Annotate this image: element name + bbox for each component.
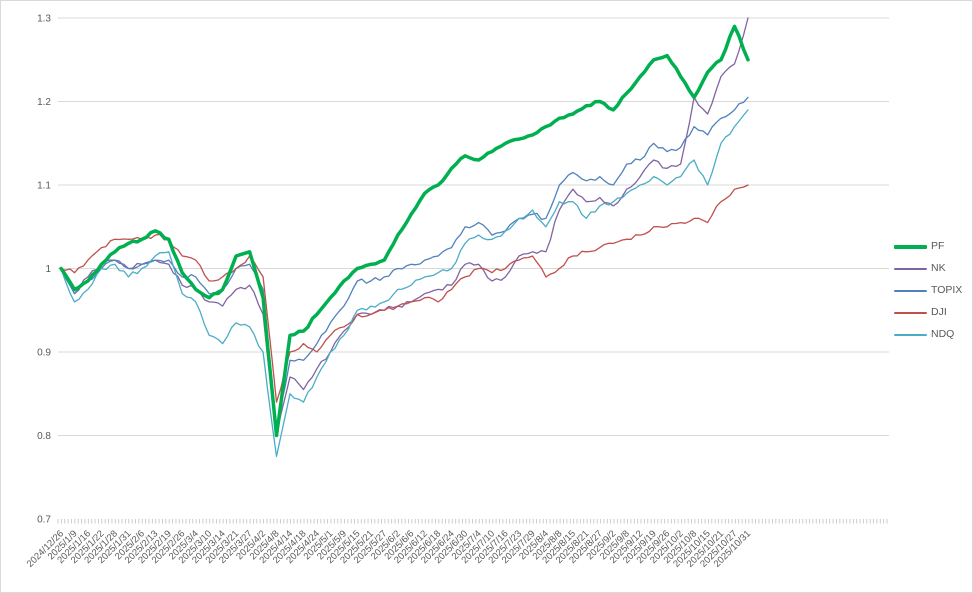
legend-label-dji: DJI — [931, 306, 947, 318]
series-line-topix — [60, 96, 749, 428]
y-axis-label-1.2: 1.2 — [37, 97, 51, 108]
legend-label-pf: PF — [931, 240, 945, 252]
legend-item-ndq[interactable]: NDQ — [894, 328, 962, 341]
y-axis-label-0.9: 0.9 — [37, 348, 51, 359]
legend-line-sample-topix — [894, 289, 927, 292]
legend-line-sample-dji — [894, 311, 927, 314]
series-line-pf — [59, 24, 750, 438]
legend-label-nk: NK — [931, 262, 946, 274]
legend-line-sample-pf — [894, 244, 927, 249]
y-axis-label-1.3: 1.3 — [37, 14, 51, 25]
y-axis-label-1: 1 — [45, 264, 51, 275]
legend-line-sample-nk — [894, 267, 927, 270]
y-axis-label-1.1: 1.1 — [37, 181, 51, 192]
y-axis-label-0.8: 0.8 — [37, 431, 51, 442]
series-line-ndq — [60, 109, 749, 458]
legend-item-pf[interactable]: PF — [894, 240, 962, 253]
legend-label-ndq: NDQ — [931, 328, 955, 340]
legend-item-dji[interactable]: DJI — [894, 306, 962, 319]
legend-label-topix: TOPIX — [931, 284, 963, 296]
legend: PF NK TOPIX DJI NDQ — [894, 240, 962, 341]
y-axis-label-0.7: 0.7 — [37, 515, 51, 526]
legend-item-topix[interactable]: TOPIX — [894, 284, 962, 297]
legend-item-nk[interactable]: NK — [894, 262, 962, 275]
series-line-dji — [60, 184, 749, 403]
legend-line-sample-ndq — [894, 333, 927, 336]
